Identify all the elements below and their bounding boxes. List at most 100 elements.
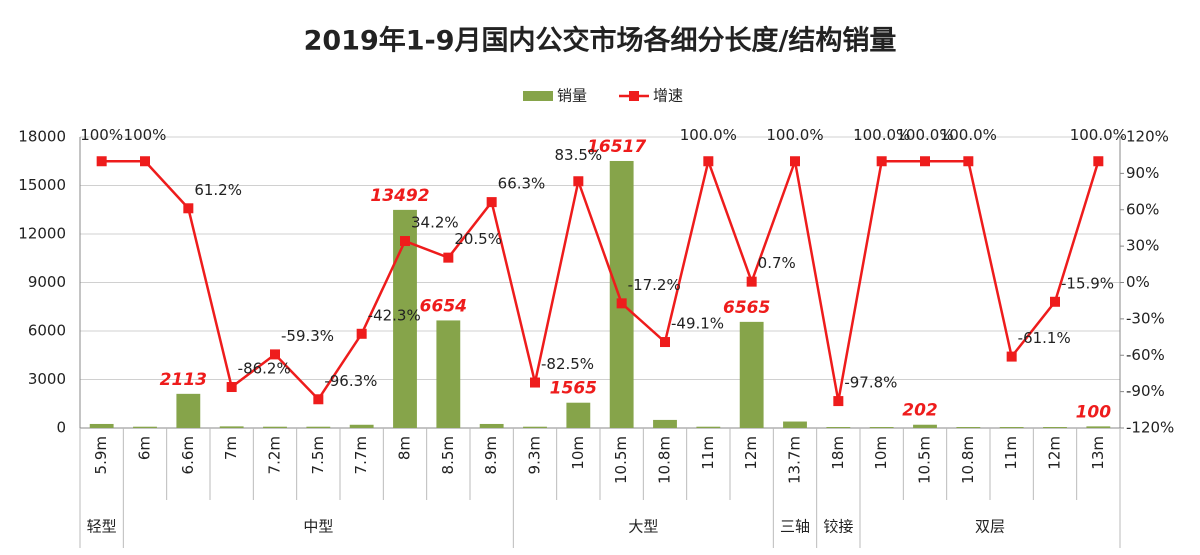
x-tick-label: 12m bbox=[1046, 436, 1064, 470]
x-tick-label: 7.7m bbox=[352, 436, 370, 474]
y2-tick-label: -120% bbox=[1126, 419, 1174, 437]
chart-title: 2019年1-9月国内公交市场各细分长度/结构销量 bbox=[304, 25, 897, 57]
line-value-label: 100.0% bbox=[680, 126, 737, 144]
group-label: 双层 bbox=[975, 518, 1005, 536]
x-tick-label: 7m bbox=[222, 436, 240, 460]
x-tick-label: 18m bbox=[829, 436, 847, 470]
x-tick-label: 8.5m bbox=[439, 436, 457, 474]
bar bbox=[566, 402, 591, 428]
line-value-label: 66.3% bbox=[498, 175, 546, 193]
bar bbox=[696, 426, 721, 428]
line-value-label: -49.1% bbox=[671, 315, 724, 333]
y-tick-label: 12000 bbox=[18, 225, 66, 243]
y-tick-label: 6000 bbox=[28, 322, 66, 340]
bar bbox=[89, 423, 114, 428]
x-tick-label: 6.6m bbox=[179, 436, 197, 474]
line-marker bbox=[963, 156, 974, 167]
line-value-label: 100.0% bbox=[940, 126, 997, 144]
line-marker bbox=[183, 203, 194, 214]
x-tick-label: 10.8m bbox=[656, 436, 674, 484]
bar bbox=[869, 427, 894, 428]
line-marker bbox=[746, 276, 757, 287]
x-tick-label: 7.2m bbox=[266, 436, 284, 474]
line-value-label: 83.5% bbox=[555, 146, 603, 164]
bar bbox=[826, 427, 851, 428]
line-value-label: 100.0% bbox=[853, 126, 910, 144]
line-value-label: 100.0% bbox=[896, 126, 953, 144]
bar-value-label: 16517 bbox=[587, 137, 646, 157]
line-marker bbox=[876, 156, 887, 167]
y2-tick-label: 120% bbox=[1126, 128, 1169, 146]
line-value-label: -61.1% bbox=[1018, 329, 1071, 347]
x-tick-label: 11m bbox=[699, 436, 717, 470]
x-tick-label: 9.3m bbox=[526, 436, 544, 474]
y-tick-label: 15000 bbox=[18, 176, 66, 194]
line-marker bbox=[226, 382, 237, 393]
bar bbox=[219, 426, 244, 428]
group-label: 三轴 bbox=[780, 518, 810, 536]
legend-label: 销量 bbox=[557, 87, 587, 105]
y-tick-label: 0 bbox=[56, 419, 66, 437]
line-marker bbox=[1093, 156, 1104, 167]
x-tick-label: 10m bbox=[569, 436, 587, 470]
line-marker bbox=[140, 156, 150, 167]
bar-value-label: 1565 bbox=[550, 379, 597, 399]
line-value-label: 34.2% bbox=[411, 214, 459, 232]
legend-swatch bbox=[629, 91, 639, 101]
line-marker bbox=[1006, 351, 1017, 362]
bar bbox=[653, 419, 677, 428]
line-marker bbox=[443, 252, 454, 263]
line-value-label: 100.0% bbox=[766, 126, 823, 144]
line-marker bbox=[400, 236, 410, 247]
y2-tick-label: 0% bbox=[1126, 273, 1150, 291]
x-tick-label: 13.7m bbox=[786, 436, 804, 484]
legend-label: 增速 bbox=[653, 87, 683, 105]
line-marker bbox=[920, 156, 930, 167]
line-marker bbox=[486, 197, 497, 208]
bar bbox=[783, 421, 807, 428]
y2-tick-label: 60% bbox=[1126, 200, 1159, 218]
x-tick-label: 10.5m bbox=[916, 436, 934, 484]
line-marker bbox=[1050, 296, 1060, 307]
group-label: 铰接 bbox=[823, 518, 853, 536]
line-value-label: -82.5% bbox=[541, 355, 594, 373]
x-tick-label: 12m bbox=[742, 436, 760, 470]
x-tick-label: 13m bbox=[1089, 436, 1107, 470]
bar bbox=[306, 426, 331, 428]
bar bbox=[176, 393, 201, 428]
line-value-label: -17.2% bbox=[628, 276, 681, 294]
bar bbox=[739, 321, 764, 428]
bar bbox=[956, 427, 981, 428]
x-tick-label: 11m bbox=[1002, 436, 1020, 470]
x-tick-label: 8m bbox=[396, 436, 414, 460]
line-value-label: 100% bbox=[80, 126, 123, 144]
bar-value-label: 13492 bbox=[370, 186, 429, 206]
line-marker bbox=[833, 396, 844, 407]
bar bbox=[609, 160, 634, 429]
bar bbox=[913, 424, 937, 428]
bar-value-label: 6565 bbox=[723, 298, 770, 318]
bar-value-label: 2113 bbox=[160, 370, 207, 390]
x-tick-label: 7.5m bbox=[309, 436, 327, 474]
x-tick-label: 8.9m bbox=[482, 436, 500, 474]
y2-tick-label: -90% bbox=[1126, 382, 1165, 400]
line-value-label: -96.3% bbox=[324, 372, 377, 390]
x-tick-label: 10.8m bbox=[959, 436, 977, 484]
bar-value-label: 202 bbox=[902, 401, 938, 421]
line-value-label: -15.9% bbox=[1061, 274, 1114, 292]
line-marker bbox=[96, 156, 107, 167]
group-label: 轻型 bbox=[87, 518, 117, 536]
y-tick-label: 18000 bbox=[18, 128, 66, 146]
bar bbox=[479, 423, 504, 428]
bar bbox=[523, 426, 547, 428]
line-marker bbox=[270, 349, 280, 360]
line-marker bbox=[573, 176, 584, 187]
x-tick-label: 10m bbox=[872, 436, 890, 470]
line-value-label: 100% bbox=[124, 126, 167, 144]
bar bbox=[393, 209, 417, 428]
bar-value-label: 6654 bbox=[420, 296, 467, 316]
line-marker bbox=[703, 156, 714, 167]
bar bbox=[999, 427, 1024, 428]
line-value-label: 61.2% bbox=[194, 181, 242, 199]
